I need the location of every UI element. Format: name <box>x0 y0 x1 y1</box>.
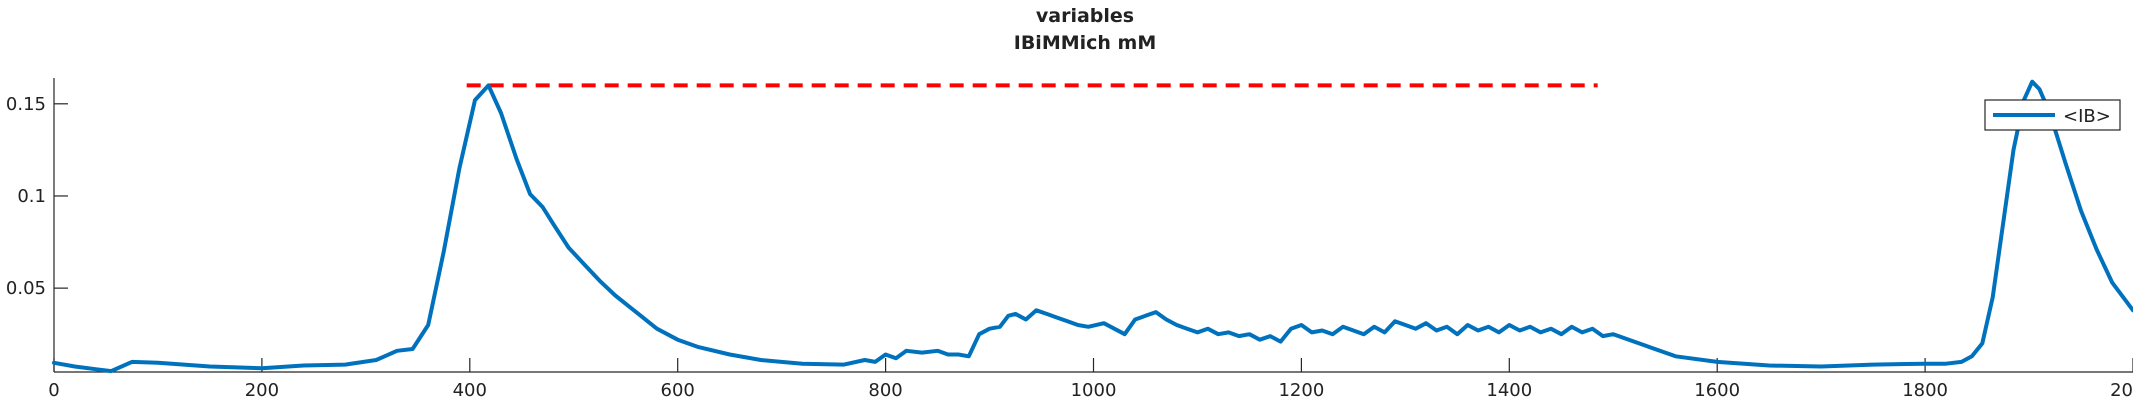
series-group <box>52 79 2133 374</box>
x-tick-label: 400 <box>453 380 487 400</box>
y-tick-label: 0.05 <box>6 278 46 299</box>
series-line-ib <box>52 79 2133 374</box>
x-tick-label: 200 <box>245 380 279 400</box>
y-axis-ticks: 0.05 0.1 0.15 <box>6 94 68 299</box>
x-tick-label: 1600 <box>1694 380 1740 400</box>
legend: <IB> <box>1984 99 2121 131</box>
x-tick-label: 600 <box>661 380 695 400</box>
x-tick-label: 1000 <box>1071 380 1117 400</box>
x-tick-label: 2000 <box>2110 380 2133 400</box>
axes <box>53 78 2133 373</box>
x-tick-label: 0 <box>48 380 59 400</box>
x-tick-label: 1200 <box>1278 380 1324 400</box>
x-tick-label: 1800 <box>1902 380 1948 400</box>
x-axis-ticks: 0 200 400 600 800 1000 1200 1400 1600 1800 2000 <box>48 358 2133 400</box>
chart-subtitle: IBiMMich mM <box>1014 32 1157 54</box>
x-tick-label: 800 <box>868 380 902 400</box>
y-tick-label: 0.15 <box>6 94 46 115</box>
legend-entry-ib: <IB> <box>2063 106 2111 127</box>
y-tick-label: 0.1 <box>17 186 46 207</box>
chart-title: variables <box>1036 5 1134 27</box>
x-tick-label: 1400 <box>1486 380 1532 400</box>
